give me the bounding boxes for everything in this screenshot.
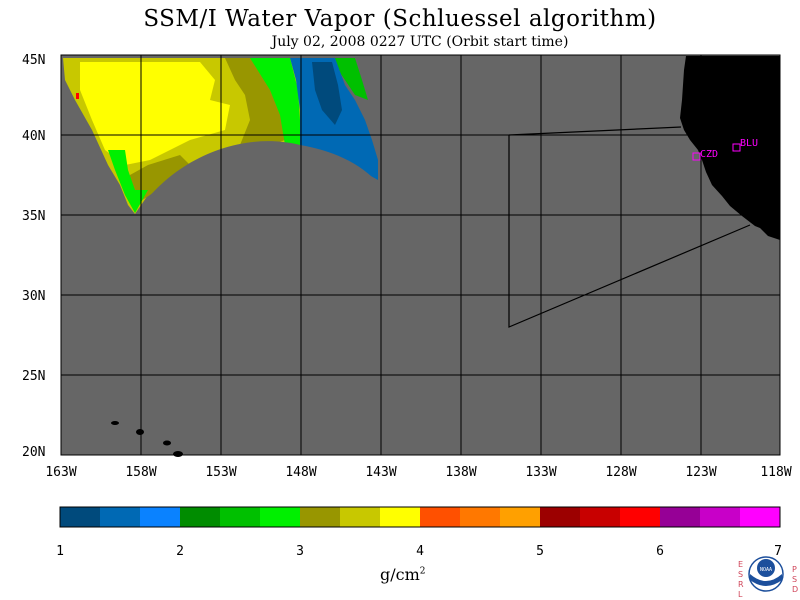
graticule — [61, 55, 780, 455]
station-blu: BLU — [732, 138, 758, 152]
hawaii-islands — [111, 421, 183, 457]
colorbar-swatch — [420, 507, 461, 527]
noaa-logo-text: NOAA — [760, 567, 772, 573]
domain-outline-top — [508, 126, 682, 136]
colorbar-frame — [59, 506, 781, 528]
lon-label: 128W — [605, 465, 636, 480]
colorbar-swatch — [140, 507, 181, 527]
colorbar-swatch — [580, 507, 621, 527]
colorbar-ticks: 1 2 3 4 5 6 7 — [56, 544, 782, 559]
baja-land-edge — [760, 228, 780, 240]
colorbar-swatch — [180, 507, 221, 527]
swath-green-band — [250, 58, 300, 145]
island-hawaii — [173, 451, 183, 457]
colorbar-swatch — [300, 507, 341, 527]
lat-label: 40N — [22, 129, 45, 144]
lon-label: 148W — [285, 465, 316, 480]
island-kauai — [111, 421, 119, 425]
colorbar-tick-label: 6 — [656, 544, 664, 559]
swath-lower-edge — [135, 141, 380, 230]
colorbar-tick-label: 5 — [536, 544, 544, 559]
colorbar — [60, 507, 781, 527]
colorbar-swatch — [660, 507, 701, 527]
lon-label: 143W — [365, 465, 396, 480]
lon-label: 123W — [685, 465, 716, 480]
lat-label: 25N — [22, 369, 45, 384]
lat-label: 45N — [22, 53, 45, 68]
colorbar-tick-label: 2 — [176, 544, 184, 559]
station-czd-label: CZD — [700, 149, 718, 160]
lat-label: 30N — [22, 289, 45, 304]
colorbar-swatch — [700, 507, 741, 527]
swath-dark-green-band — [330, 58, 368, 100]
colorbar-unit: g/cm2 — [380, 565, 426, 584]
swath-bright-yellow-region — [80, 62, 230, 165]
latitude-labels: 45N 40N 35N 30N 25N 20N — [22, 53, 45, 460]
station-blu-label: BLU — [740, 138, 758, 149]
colorbar-swatch — [340, 507, 381, 527]
colorbar-swatch — [380, 507, 421, 527]
california-land — [680, 56, 780, 235]
swath-green-band-left — [108, 150, 148, 213]
colorbar-swatch — [60, 507, 101, 527]
psd-letters: P S D — [792, 565, 799, 594]
lon-label: 118W — [760, 465, 791, 480]
colorbar-swatch — [460, 507, 501, 527]
colorbar-tick-label: 7 — [774, 544, 782, 559]
colorbar-swatch — [740, 507, 781, 527]
lon-label: 158W — [125, 465, 156, 480]
water-vapor-swath — [63, 58, 380, 230]
colorbar-swatch — [620, 507, 661, 527]
esrl-letters: E S R L — [738, 560, 744, 599]
swath-red-pixel — [76, 93, 79, 99]
colorbar-tick-label: 4 — [416, 544, 424, 559]
colorbar-tick-label: 1 — [56, 544, 64, 559]
noaa-logo: NOAA — [748, 556, 784, 592]
map-title: SSM/I Water Vapor (Schluessel algorithm) — [143, 6, 657, 32]
map-subtitle: July 02, 2008 0227 UTC (Orbit start time… — [271, 34, 569, 50]
island-maui — [163, 440, 171, 446]
colorbar-swatch — [100, 507, 141, 527]
lon-label: 163W — [45, 465, 76, 480]
lon-label: 138W — [445, 465, 476, 480]
lon-label: 153W — [205, 465, 236, 480]
colorbar-swatch — [220, 507, 261, 527]
domain-outline — [508, 135, 751, 328]
island-oahu — [136, 429, 144, 435]
swath-dark-blue-region — [312, 62, 342, 125]
colorbar-swatch — [260, 507, 301, 527]
colorbar-tick-label: 3 — [296, 544, 304, 559]
lat-label: 35N — [22, 209, 45, 224]
station-czd: CZD — [692, 149, 718, 161]
lat-label: 20N — [22, 445, 45, 460]
longitude-labels: 163W 158W 153W 148W 143W 138W 133W 128W … — [45, 465, 791, 480]
lon-label: 133W — [525, 465, 556, 480]
colorbar-swatch — [540, 507, 581, 527]
colorbar-swatch — [500, 507, 541, 527]
